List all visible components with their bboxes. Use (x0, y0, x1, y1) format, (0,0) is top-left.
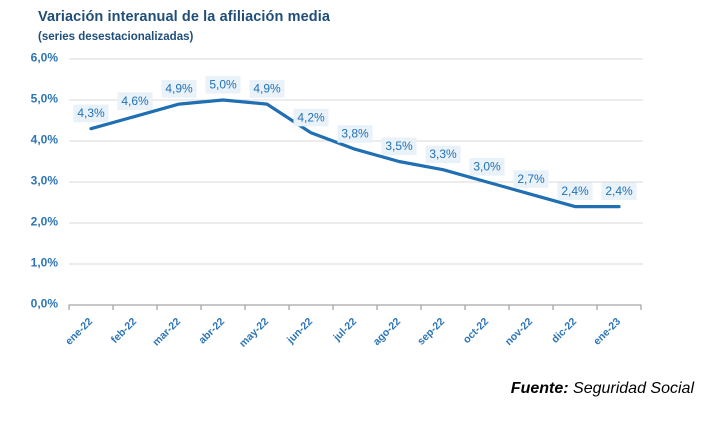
data-label-bg (73, 104, 109, 123)
data-label-bg (337, 125, 373, 143)
x-axis-tick-label: nov-22 (503, 316, 536, 349)
data-label-bg (469, 158, 505, 176)
x-axis-tick-label: mar-22 (150, 316, 183, 349)
data-label-bg (117, 92, 153, 110)
x-axis-tick-label: jun-22 (284, 316, 315, 347)
data-label-bg (557, 182, 593, 201)
y-axis-tick-label: 0,0% (31, 297, 59, 311)
x-axis-tick-label: dic-22 (549, 316, 579, 346)
y-axis-tick-label: 4,0% (31, 133, 59, 147)
data-label: 4,9% (253, 82, 281, 96)
chart-title: Variación interanual de la afiliación me… (38, 9, 330, 25)
y-axis-tick-label: 1,0% (31, 256, 59, 270)
data-label: 3,5% (385, 139, 413, 153)
x-axis-tick-label: ago-22 (371, 316, 404, 349)
data-label: 4,6% (121, 94, 149, 108)
x-axis-tick-label: oct-22 (461, 316, 491, 346)
y-axis-tick-label: 2,0% (31, 215, 59, 229)
source-label: Fuente: (510, 380, 569, 397)
data-label: 4,2% (297, 110, 325, 124)
y-axis-tick-label: 5,0% (31, 92, 59, 106)
data-label-bg (205, 76, 241, 94)
data-label: 3,3% (429, 147, 457, 161)
x-axis-tick-label: may-22 (237, 316, 271, 350)
source-text: Seguridad Social (568, 380, 694, 397)
data-label: 2,4% (561, 184, 589, 198)
x-axis-tick-label: feb-22 (109, 316, 139, 346)
data-label-bg (601, 182, 637, 201)
data-label: 4,9% (165, 82, 193, 96)
data-label: 4,3% (77, 106, 105, 120)
y-axis-tick-label: 3,0% (31, 174, 59, 188)
source-note: Fuente: Seguridad Social (511, 380, 694, 398)
data-label: 2,4% (605, 184, 633, 198)
data-label-bg (161, 80, 197, 98)
data-label: 3,0% (473, 160, 501, 174)
data-label-bg (513, 170, 549, 188)
chart-subtitle: (series desestacionalizadas) (38, 31, 194, 43)
data-label: 3,8% (341, 127, 369, 141)
x-axis-tick-label: jul-22 (331, 316, 360, 345)
data-label: 5,0% (209, 78, 237, 92)
x-axis-tick-label: ene-23 (591, 316, 623, 348)
x-axis-tick-label: abr-22 (196, 316, 227, 347)
data-label-bg (293, 108, 329, 127)
x-axis-tick-label: ene-22 (63, 316, 95, 348)
data-line (89, 98, 621, 209)
data-label-bg (249, 80, 285, 98)
y-axis-tick-label: 6,0% (31, 51, 59, 65)
data-label-bg (381, 137, 417, 155)
x-axis-tick-label: sep-22 (415, 316, 447, 348)
data-label-bg (425, 145, 461, 164)
data-label: 2,7% (517, 172, 545, 186)
